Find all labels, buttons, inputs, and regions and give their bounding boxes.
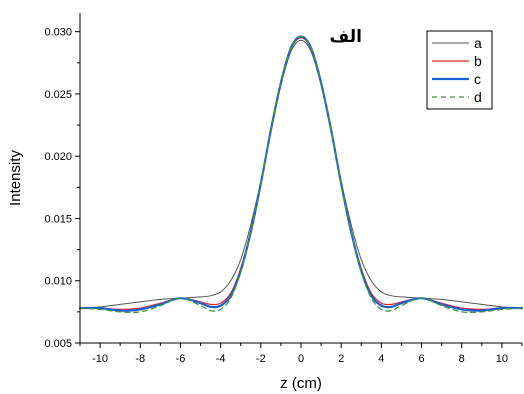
panel-label: الف xyxy=(330,27,362,47)
y-tick-label: 0.020 xyxy=(44,151,72,163)
x-tick-label: -10 xyxy=(92,353,108,365)
series-layer xyxy=(78,35,524,314)
x-tick-label: -4 xyxy=(216,353,226,365)
x-tick-label: 2 xyxy=(338,353,344,365)
x-tick-label: 0 xyxy=(298,353,304,365)
legend-label-d: d xyxy=(474,89,482,105)
y-tick-label: 0.015 xyxy=(44,213,72,225)
y-tick-label: 0.030 xyxy=(44,27,72,39)
x-tick-label: 10 xyxy=(496,353,508,365)
legend-box xyxy=(426,30,493,110)
legend-label-a: a xyxy=(474,35,482,51)
y-tick-label: 0.025 xyxy=(44,89,72,101)
x-tick-label: 6 xyxy=(418,353,424,365)
x-axis-title: z (cm) xyxy=(280,375,322,392)
y-tick-label: 0.010 xyxy=(44,276,72,288)
legend-label-c: c xyxy=(474,71,481,87)
y-axis-title: Intensity xyxy=(7,150,24,206)
y-tick-label: 0.005 xyxy=(44,338,72,350)
x-tick-label: -2 xyxy=(256,353,266,365)
x-tick-label: -6 xyxy=(176,353,186,365)
legend-label-b: b xyxy=(474,53,482,69)
x-tick-label: 8 xyxy=(459,353,465,365)
series-line-d xyxy=(79,36,523,314)
axes-layer: -10 -8 -6 -4 -2 0 2 4 6 8 10 0.005 0.010 0.015 0.020 0.… xyxy=(44,13,523,365)
x-tick-label: -8 xyxy=(135,353,145,365)
x-tick-label: 4 xyxy=(378,353,384,365)
